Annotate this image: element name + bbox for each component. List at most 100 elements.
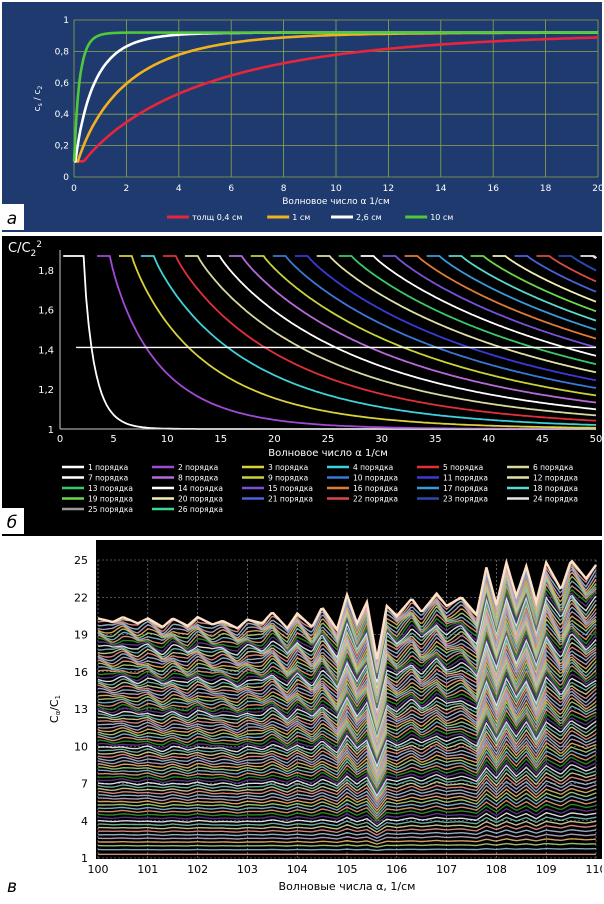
panel-label-box [2,204,24,230]
chart-panel-b: C/C22 0 5 10 15 20 25 30 35 40 45 50 1 1,2 1,4 1,6 1,8 Во… [2,236,604,536]
curve-line [97,784,597,809]
series-line-23 [558,255,597,272]
legend-entry: 14 порядка [178,484,223,493]
series-line-15 [382,255,597,349]
x-axis-label: Волновые числа α, 1/см [279,880,416,893]
series-line-3 [119,255,596,429]
curve-line [97,723,597,771]
y-tick-label: 13 [74,703,88,716]
bottom-margin-bg [2,859,602,901]
curve-line [97,708,597,760]
series-line-22 [536,255,597,283]
y-label-c: c [33,106,43,111]
curve-line [97,803,597,823]
x-tick-label: 102 [187,863,208,876]
y-tick-label: 25 [74,554,88,567]
curve-line [97,733,597,777]
series-line-4 [140,255,597,426]
legend-entry: 6 порядка [533,463,573,472]
curve-line [97,630,597,709]
curve-line [97,726,597,773]
curve-line [98,717,597,765]
y-tick-label: 0,8 [55,47,70,57]
curve-line [97,625,597,703]
series-line-13 [338,255,597,365]
curve-line [97,697,597,754]
curve-line [97,687,597,747]
y-tick-label: 4 [81,815,88,828]
y-label-slash: / [48,707,61,711]
curve-line [97,791,597,815]
x-tick-label: 50 [590,434,602,445]
series-line-9 [250,255,597,397]
legend-entry: 4 порядка [353,463,393,472]
series-line-18 [448,255,597,322]
legend-entry: 19 порядка [88,495,133,504]
title-main: C/C [8,241,31,256]
curve-line [98,658,597,730]
y-tick-label: 0,2 [55,142,69,152]
chart-panel-c: 100 101 102 103 104 105 106 107 108 109 110 1 4 7 10 13… [2,540,604,901]
legend-entry: 22 порядка [353,495,398,504]
legend-entry: 1 см [292,213,310,222]
curve-line [97,829,597,839]
curve-line [97,775,597,804]
legend-entry: 25 порядка [88,505,133,514]
curve-line [98,787,597,812]
y-tick-label: 1,8 [38,266,54,277]
x-tick-label: 16 [487,184,499,194]
series-line-14 [360,255,597,357]
curve-line [97,668,597,735]
curve-line [97,807,597,825]
x-tick-label: 40 [482,434,495,445]
x-tick-label: 105 [337,863,358,876]
curve-line [97,617,597,697]
curve-line [97,842,597,848]
curve-line [97,636,597,712]
curve-line [97,633,597,711]
legend-entry: 20 порядка [178,495,223,504]
x-tick-label: 2 [124,184,130,194]
x-tick-label: 4 [176,184,182,194]
y-tick-label: 0 [63,173,69,183]
series-line-4 [72,31,598,162]
curve-line [98,820,597,834]
x-tick-label: 10 [161,434,174,445]
legend-entry: 3 порядка [268,463,308,472]
x-axis-label: Волновое число α 1/см [282,197,390,207]
series-line-11 [294,255,597,382]
series-line-10 [272,255,597,389]
legend-entry: 10 порядка [353,474,398,483]
legend-entry: 13 порядка [88,484,133,493]
x-tick-label: 110 [586,863,603,876]
curve-line [97,680,597,741]
legend-entry: 5 порядка [443,463,483,472]
curve-line [98,833,597,842]
x-tick-label: 0 [71,184,77,194]
legend-entry: 21 порядка [268,495,313,504]
x-tick-label: 100 [88,863,109,876]
legend-entry: 2 порядка [178,463,218,472]
y-label-c2: C [48,699,61,707]
y-tick-label: 1,6 [38,306,54,317]
series-line-17 [426,255,597,331]
y-axis-label: cs / c2 [33,86,44,112]
x-tick-label: 107 [436,863,457,876]
curve-line [97,664,597,734]
panel-label: а [7,209,17,229]
y-tick-label: 1 [48,425,54,436]
curve-line [98,824,597,836]
title-sup: 2 [36,240,42,250]
curve-line [97,568,597,669]
curve-line [97,640,597,713]
curve-line [97,741,597,781]
curve-line [97,720,597,768]
curve-line [97,594,597,683]
curve-line [97,750,597,787]
x-axis-label: Волновое число α 1/см [268,448,388,459]
curve-line [97,644,597,715]
curve-line [97,737,597,779]
legend-entry: 1 порядка [88,463,128,472]
y-label-slash: / [33,94,43,103]
